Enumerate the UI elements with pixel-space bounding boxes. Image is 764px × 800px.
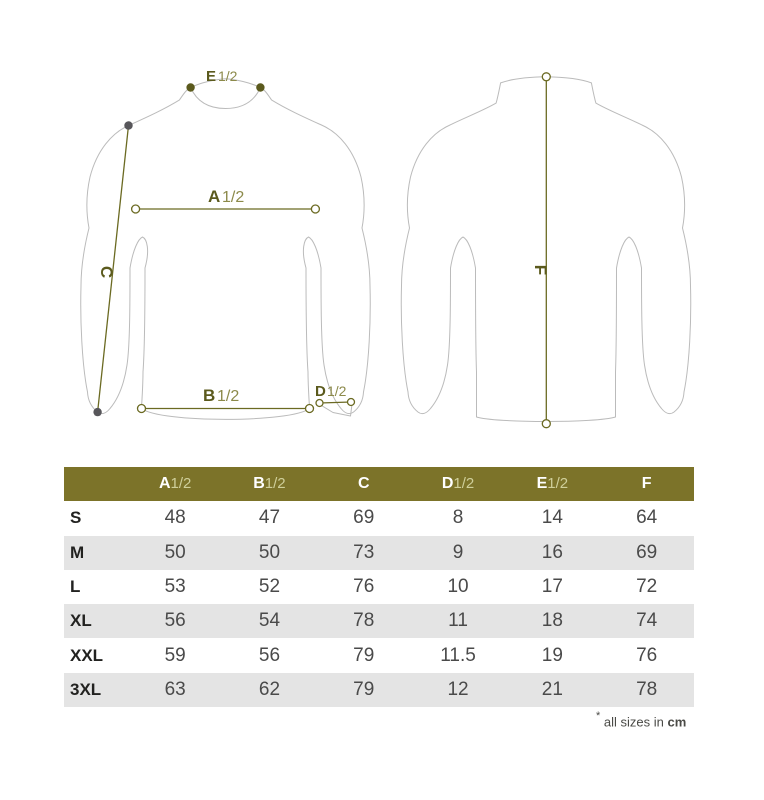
svg-text:1/2: 1/2 (222, 189, 244, 206)
svg-text:1/2: 1/2 (327, 383, 347, 399)
svg-text:1/2: 1/2 (218, 68, 238, 84)
svg-text:F: F (531, 265, 550, 275)
svg-text:D: D (315, 383, 326, 400)
svg-text:C: C (97, 266, 116, 278)
svg-text:B: B (203, 386, 215, 405)
svg-text:1/2: 1/2 (217, 388, 239, 405)
svg-text:A: A (208, 187, 220, 206)
svg-text:E: E (206, 68, 216, 85)
